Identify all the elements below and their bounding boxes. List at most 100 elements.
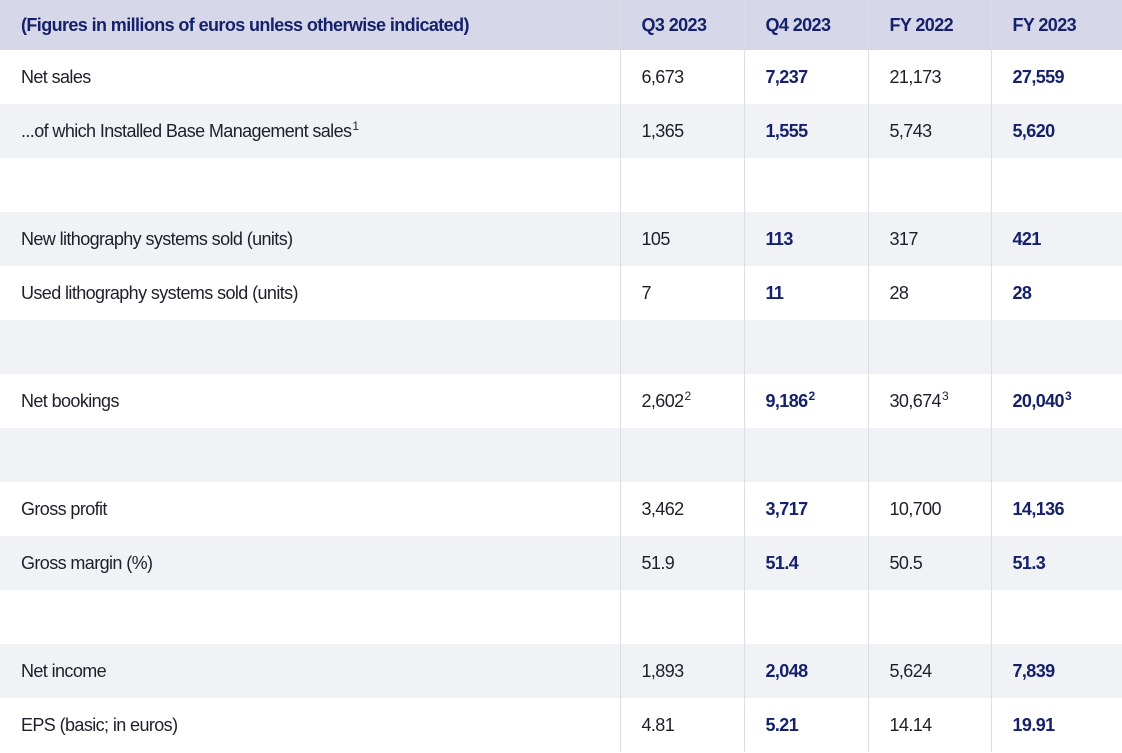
value-text: 14,136	[1012, 498, 1065, 519]
value-text: 2,602	[641, 390, 685, 411]
value-text: 421	[1012, 228, 1042, 249]
empty-cell	[620, 590, 745, 644]
table-row: Net income 1,893 2,048 5,624 7,839	[0, 644, 1122, 698]
value-text: 51.3	[1012, 552, 1046, 573]
value-cell: 11	[744, 266, 869, 320]
table-header-row: (Figures in millions of euros unless oth…	[0, 0, 1122, 50]
value-cell: 27,559	[991, 50, 1122, 104]
row-label-text: Gross margin (%)	[21, 552, 153, 573]
table-row: Gross profit 3,462 3,717 10,700 14,136	[0, 482, 1122, 536]
table-body: Net sales 6,673 7,237 21,173 27,559 ...of whi…	[0, 50, 1122, 752]
row-label: Used lithography systems sold (units)	[0, 266, 621, 320]
header-fy-2023: FY 2023	[991, 0, 1122, 50]
value-cell: 19.91	[991, 698, 1122, 752]
row-label-text: Net income	[21, 660, 107, 681]
row-label: Net income	[0, 644, 621, 698]
spacer-row	[0, 158, 1122, 212]
value-cell: 9,1862	[744, 374, 869, 428]
footnote-marker: 2	[684, 388, 692, 403]
empty-cell	[744, 428, 869, 482]
value-cell: 10,700	[868, 482, 992, 536]
footnote-marker: 2	[808, 388, 816, 403]
value-text: 317	[889, 228, 919, 249]
value-text: 7,839	[1012, 660, 1056, 681]
row-label-text: EPS (basic; in euros)	[21, 714, 178, 735]
footnote-marker: 3	[941, 388, 949, 403]
spacer-row	[0, 590, 1122, 644]
row-label-text: Used lithography systems sold (units)	[21, 282, 299, 303]
table-row: Net bookings 2,6022 9,1862 30,6743 20,0403	[0, 374, 1122, 428]
value-text: 105	[641, 228, 671, 249]
table-row: Gross margin (%) 51.9 51.4 50.5 51.3	[0, 536, 1122, 590]
value-cell: 1,365	[620, 104, 745, 158]
empty-cell	[991, 158, 1122, 212]
spacer-row	[0, 320, 1122, 374]
table-row: Net sales 6,673 7,237 21,173 27,559	[0, 50, 1122, 104]
row-label: Gross profit	[0, 482, 621, 536]
value-text: 7,237	[765, 66, 809, 87]
value-text: 28	[889, 282, 909, 303]
value-cell: 1,555	[744, 104, 869, 158]
footnote-marker: 3	[1064, 388, 1072, 403]
empty-cell	[0, 320, 621, 374]
value-cell: 113	[744, 212, 869, 266]
value-text: 1,893	[641, 660, 685, 681]
empty-cell	[0, 428, 621, 482]
value-text: 51.9	[641, 552, 675, 573]
value-cell: 2,048	[744, 644, 869, 698]
value-text: 5,624	[889, 660, 933, 681]
value-cell: 5,620	[991, 104, 1122, 158]
row-label: Net bookings	[0, 374, 621, 428]
empty-cell	[991, 428, 1122, 482]
value-text: 6,673	[641, 66, 685, 87]
row-label: EPS (basic; in euros)	[0, 698, 621, 752]
value-cell: 7,839	[991, 644, 1122, 698]
empty-cell	[868, 428, 992, 482]
value-text: 19.91	[1012, 714, 1056, 735]
value-cell: 7	[620, 266, 745, 320]
value-cell: 7,237	[744, 50, 869, 104]
value-cell: 5,624	[868, 644, 992, 698]
empty-cell	[868, 320, 992, 374]
table-row: EPS (basic; in euros) 4.81 5.21 14.14 19.91	[0, 698, 1122, 752]
value-cell: 3,717	[744, 482, 869, 536]
value-text: 113	[765, 228, 794, 249]
empty-cell	[744, 320, 869, 374]
value-text: 3,462	[641, 498, 685, 519]
value-text: 4.81	[641, 714, 675, 735]
header-q4-2023: Q4 2023	[744, 0, 869, 50]
empty-cell	[620, 158, 745, 212]
value-cell: 14.14	[868, 698, 992, 752]
empty-cell	[0, 158, 621, 212]
value-cell: 2,6022	[620, 374, 745, 428]
row-label: New lithography systems sold (units)	[0, 212, 621, 266]
row-label-text: Gross profit	[21, 498, 107, 519]
value-text: 51.4	[765, 552, 799, 573]
header-label: (Figures in millions of euros unless oth…	[0, 0, 621, 50]
row-label: ...of which Installed Base Management sa…	[0, 104, 621, 158]
table-row: New lithography systems sold (units) 105 1…	[0, 212, 1122, 266]
value-cell: 21,173	[868, 50, 992, 104]
value-text: 3,717	[765, 498, 809, 519]
empty-cell	[744, 158, 869, 212]
row-label: Gross margin (%)	[0, 536, 621, 590]
header-q3-2023: Q3 2023	[620, 0, 745, 50]
value-cell: 51.9	[620, 536, 745, 590]
value-text: 27,559	[1012, 66, 1065, 87]
value-text: 10,700	[889, 498, 942, 519]
empty-cell	[0, 590, 621, 644]
value-text: 1,555	[765, 120, 809, 141]
value-cell: 50.5	[868, 536, 992, 590]
value-cell: 6,673	[620, 50, 745, 104]
value-text: 5,743	[889, 120, 933, 141]
empty-cell	[991, 590, 1122, 644]
value-cell: 1,893	[620, 644, 745, 698]
value-cell: 4.81	[620, 698, 745, 752]
row-label-text: Net bookings	[21, 390, 119, 411]
value-cell: 51.3	[991, 536, 1122, 590]
value-cell: 28	[868, 266, 992, 320]
value-cell: 5,743	[868, 104, 992, 158]
empty-cell	[991, 320, 1122, 374]
value-text: 5,620	[1012, 120, 1056, 141]
